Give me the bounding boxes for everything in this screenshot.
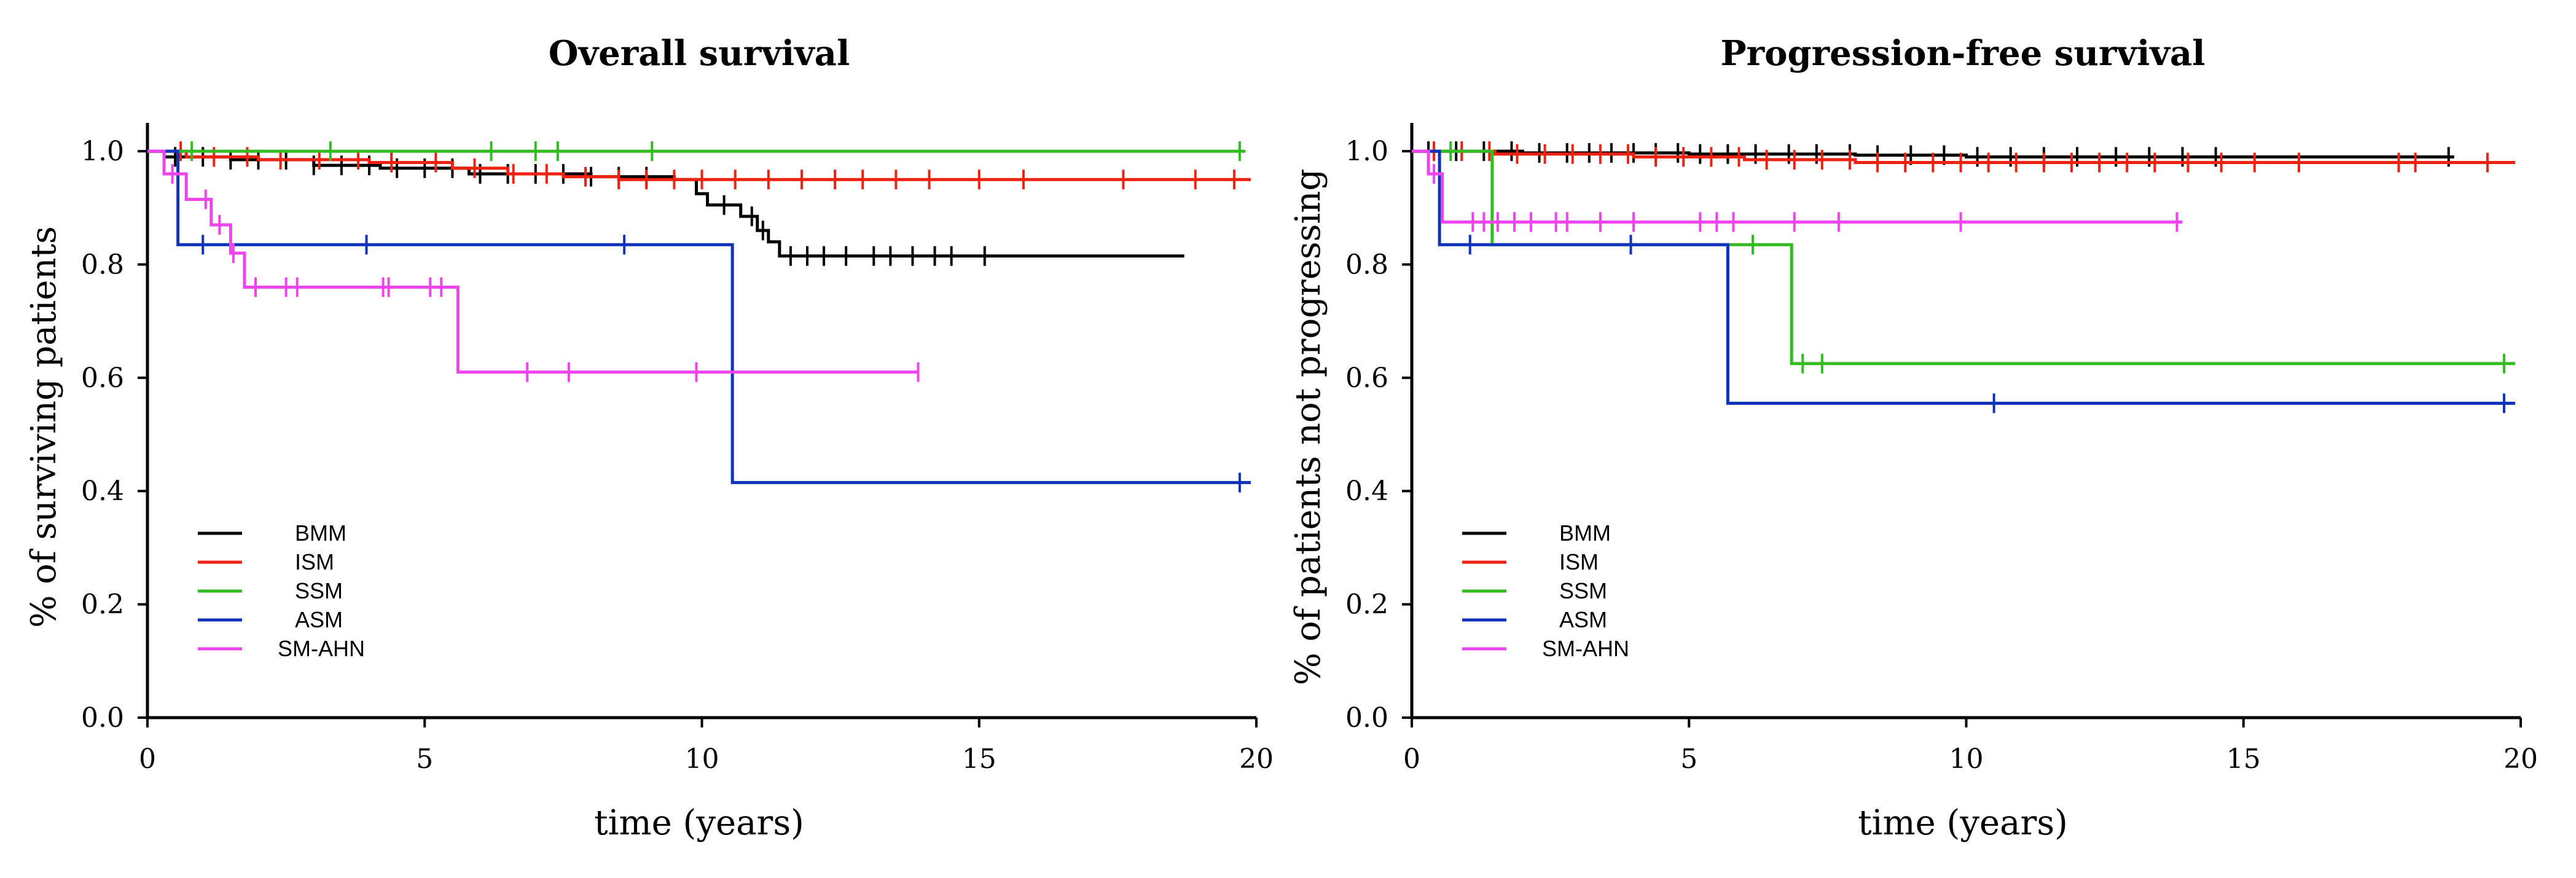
chart-title: Overall survival (549, 33, 850, 74)
survival-curve-ssm (1412, 149, 2515, 366)
survival-curve-ism (147, 149, 1251, 181)
y-tick-label: 0.8 (81, 249, 124, 280)
legend-label-sm-ahn: SM-AHN (278, 636, 365, 661)
survival-curve-ism (1412, 149, 2515, 165)
survival-curve-sm-ahn (1412, 149, 2183, 224)
legend-label-ssm: SSM (1559, 578, 1607, 603)
x-tick-label: 5 (1680, 743, 1697, 775)
legend-label-bmm: BMM (295, 520, 346, 546)
y-tick-label: 0.6 (81, 363, 124, 394)
y-tick-label: 1.0 (1345, 136, 1388, 167)
legend: BMM ISM SSM ASM SM-AHN (1462, 520, 1629, 661)
axes: 0.0 0.2 0.4 0.6 0.8 1.0 0 5 10 15 20 (81, 123, 1274, 775)
legend-label-asm: ASM (295, 607, 343, 632)
survival-curve-bmm (147, 149, 1184, 258)
y-tick-label: 0.6 (1345, 363, 1388, 394)
legend-label-ism: ISM (1559, 549, 1599, 574)
legend-label-sm-ahn: SM-AHN (1542, 636, 1629, 661)
progression-free-survival-panel: Progression-free survival % of patients … (1288, 33, 2538, 843)
x-tick-label: 20 (1239, 743, 1274, 775)
x-axis-label: time (years) (594, 803, 804, 843)
y-tick-label: 0.8 (1345, 249, 1388, 280)
chart-title: Progression-free survival (1721, 33, 2206, 74)
x-tick-label: 20 (2504, 743, 2538, 775)
survival-curve-asm (147, 149, 1251, 484)
y-tick-label: 0.4 (1345, 476, 1388, 507)
x-tick-label: 10 (1949, 743, 1984, 775)
y-axis-label: % of surviving patients (24, 226, 64, 628)
overall-survival-panel: Overall survival % of surviving patients… (24, 33, 1274, 843)
y-axis-label: % of patients not progressing (1288, 169, 1328, 686)
x-tick-label: 0 (1403, 743, 1420, 775)
x-tick-label: 0 (139, 743, 156, 775)
x-tick-label: 15 (962, 743, 996, 775)
y-tick-label: 0.0 (1345, 702, 1388, 734)
x-tick-label: 15 (2226, 743, 2261, 775)
legend-label-ism: ISM (295, 549, 334, 574)
y-tick-label: 1.0 (81, 136, 124, 167)
y-tick-label: 0.0 (81, 702, 124, 734)
legend-label-bmm: BMM (1559, 520, 1611, 546)
axes: 0.0 0.2 0.4 0.6 0.8 1.0 0 5 10 15 20 (1345, 123, 2538, 775)
survival-curve-bmm (1412, 149, 2454, 159)
survival-curves (1412, 141, 2515, 414)
legend: BMM ISM SSM ASM SM-AHN (198, 520, 365, 661)
x-axis-label: time (years) (1858, 803, 2068, 843)
legend-label-ssm: SSM (295, 578, 343, 603)
legend-label-asm: ASM (1559, 607, 1607, 632)
y-tick-label: 0.2 (1345, 589, 1388, 621)
x-tick-label: 5 (416, 743, 433, 775)
survival-curve-asm (1412, 149, 2515, 405)
survival-curves (147, 141, 1251, 493)
x-tick-label: 10 (685, 743, 719, 775)
y-tick-label: 0.2 (81, 589, 124, 621)
survival-curve-sm-ahn (147, 149, 918, 374)
y-tick-label: 0.4 (81, 476, 124, 507)
